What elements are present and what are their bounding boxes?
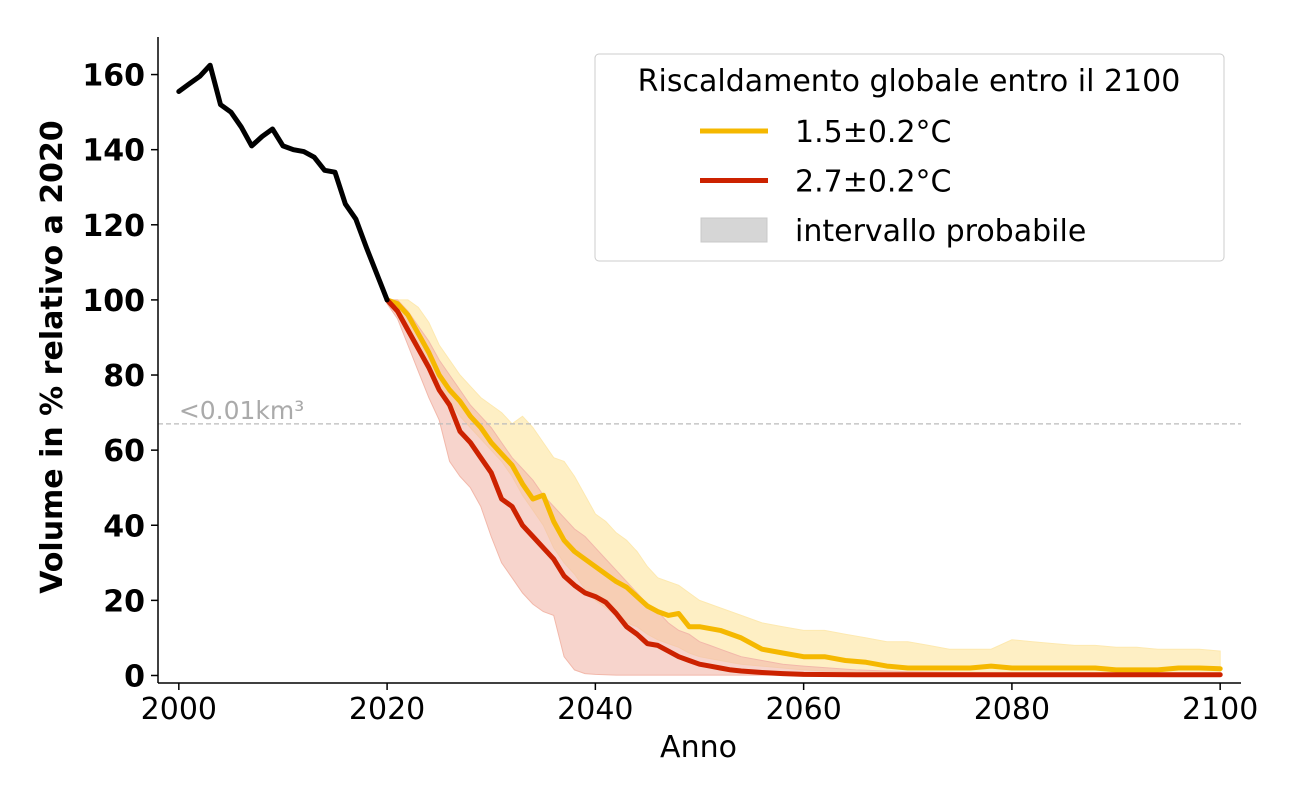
x-tick-label: 2020	[349, 692, 425, 727]
y-tick-label: 60	[103, 434, 145, 469]
threshold-line-group: <0.01km³	[158, 396, 1241, 425]
x-tick-label: 2060	[765, 692, 841, 727]
x-tick-label: 2040	[557, 692, 633, 727]
series-line-1	[384, 297, 1223, 673]
y-axis-title: Volume in % relativo a 2020	[35, 120, 70, 594]
y-tick-label: 100	[82, 284, 145, 319]
threshold-label: <0.01km³	[179, 396, 304, 425]
historical-line	[176, 62, 390, 303]
x-tick-label: 2100	[1182, 692, 1258, 727]
series-lines	[176, 62, 1223, 678]
y-tick-label: 140	[82, 134, 145, 169]
x-tick-label: 2000	[141, 692, 217, 727]
legend-items: 1.5±0.2°C 2.7±0.2°C intervallo probabile	[700, 115, 1086, 249]
y-tick-label: 20	[103, 584, 145, 619]
legend-label: 1.5±0.2°C	[795, 115, 952, 150]
y-tick-label: 120	[82, 209, 145, 244]
legend: Riscaldamento globale entro il 2100 1.5±…	[594, 53, 1225, 262]
legend-label: intervallo probabile	[795, 214, 1086, 249]
legend-box	[594, 53, 1225, 262]
series-line-2	[384, 297, 1223, 678]
legend-title: Riscaldamento globale entro il 2100	[638, 64, 1181, 99]
x-tick-label: 2080	[974, 692, 1050, 727]
legend-label: 2.7±0.2°C	[795, 165, 952, 200]
y-tick-label: 160	[82, 59, 145, 94]
legend-swatch-patch	[700, 217, 768, 243]
x-ticks: 2000 2020 2040 2060 2080 2100	[141, 683, 1258, 727]
y-ticks: 0 20 40 60 80 100 120 140 160	[82, 59, 158, 694]
y-tick-label: 0	[124, 659, 145, 694]
likely-range-bands	[386, 299, 1221, 676]
y-tick-label: 80	[103, 359, 145, 394]
x-axis-title: Anno	[660, 730, 737, 765]
y-tick-label: 40	[103, 509, 145, 544]
axes	[157, 37, 1241, 684]
likely-range-band-2	[386, 299, 1221, 676]
